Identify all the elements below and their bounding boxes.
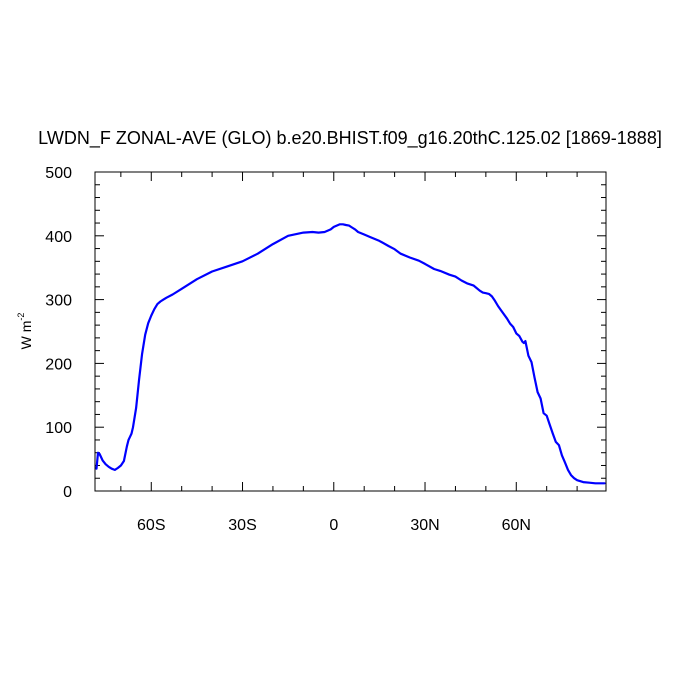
y-axis-label: W m-2 xyxy=(16,313,34,350)
svg-text:W m-2: W m-2 xyxy=(16,313,34,350)
y-tick-label: 200 xyxy=(45,356,72,373)
x-tick-label: 60S xyxy=(137,517,165,534)
x-tick-label: 60N xyxy=(502,517,531,534)
y-tick-label: 0 xyxy=(63,484,72,501)
x-tick-label: 0 xyxy=(329,517,338,534)
y-tick-label: 400 xyxy=(45,229,72,246)
y-tick-label: 100 xyxy=(45,420,72,437)
x-tick-label: 30S xyxy=(228,517,256,534)
y-tick-label: 500 xyxy=(45,165,72,182)
chart-title: LWDN_F ZONAL-AVE (GLO) b.e20.BHIST.f09_g… xyxy=(38,128,662,149)
y-axis-label-text: W m xyxy=(18,321,34,350)
y-axis-label-superscript: -2 xyxy=(16,313,26,321)
plot-frame xyxy=(94,171,607,492)
y-tick-label: 300 xyxy=(45,293,72,310)
data-line-series xyxy=(95,223,606,485)
x-tick-label: 30N xyxy=(410,517,439,534)
